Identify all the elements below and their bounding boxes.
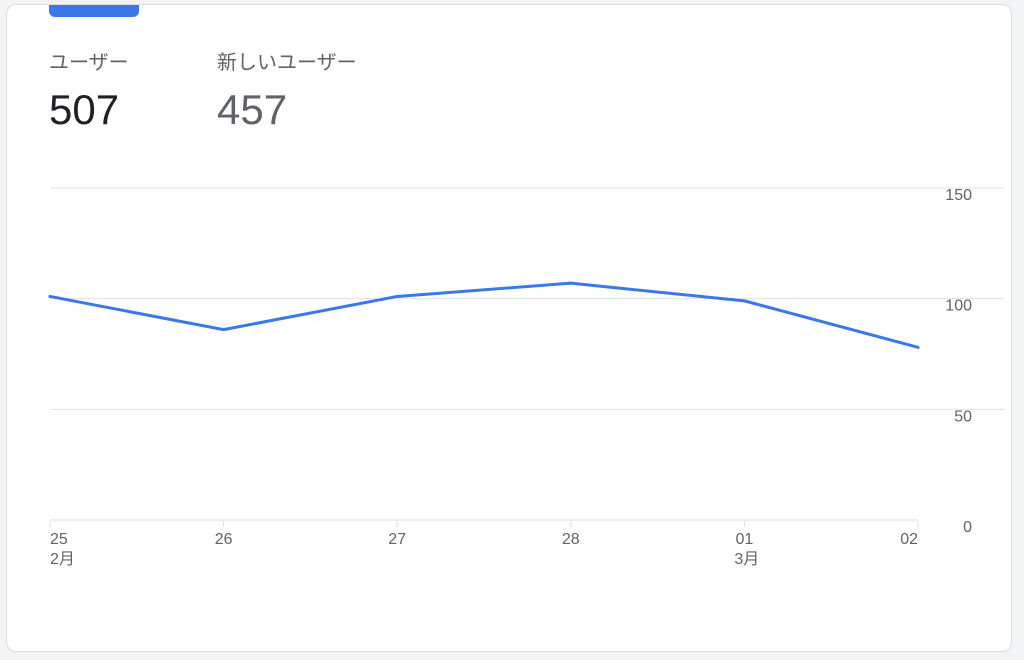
series-line-0 <box>48 281 920 349</box>
metric-new-users-tab[interactable]: 新しいユーザー 457 <box>217 51 357 135</box>
x-tick-sublabel-25: 2月 <box>50 551 75 568</box>
y-tick-label-100: 100 <box>945 298 972 315</box>
x-tick-label-28: 28 <box>562 531 580 548</box>
metric-new-users-value: 457 <box>217 86 288 133</box>
active-tab-indicator <box>49 5 139 17</box>
metric-users-tab[interactable]: ユーザー 507 <box>49 51 129 135</box>
x-tick-label-27: 27 <box>388 531 406 548</box>
data-point-02 <box>916 345 920 349</box>
x-tick-sublabel-01: 3月 <box>734 551 759 568</box>
y-tick-label-50: 50 <box>954 408 972 425</box>
x-tick-label-25: 25 <box>50 531 68 548</box>
x-tick-label-01: 01 <box>736 531 754 548</box>
data-point-28 <box>569 281 573 285</box>
x-tick-label-02: 02 <box>900 531 918 548</box>
data-point-26 <box>222 328 226 332</box>
y-tick-label-150: 150 <box>945 187 972 204</box>
metric-new-users-label: 新しいユーザー <box>217 52 357 74</box>
metric-users-label: ユーザー <box>49 52 129 74</box>
x-tick-label-26: 26 <box>215 531 233 548</box>
y-tick-label-0: 0 <box>963 519 972 536</box>
metric-users-value: 507 <box>49 86 120 133</box>
data-point-27 <box>395 294 399 298</box>
data-point-25 <box>48 294 52 298</box>
data-point-01 <box>742 299 746 303</box>
